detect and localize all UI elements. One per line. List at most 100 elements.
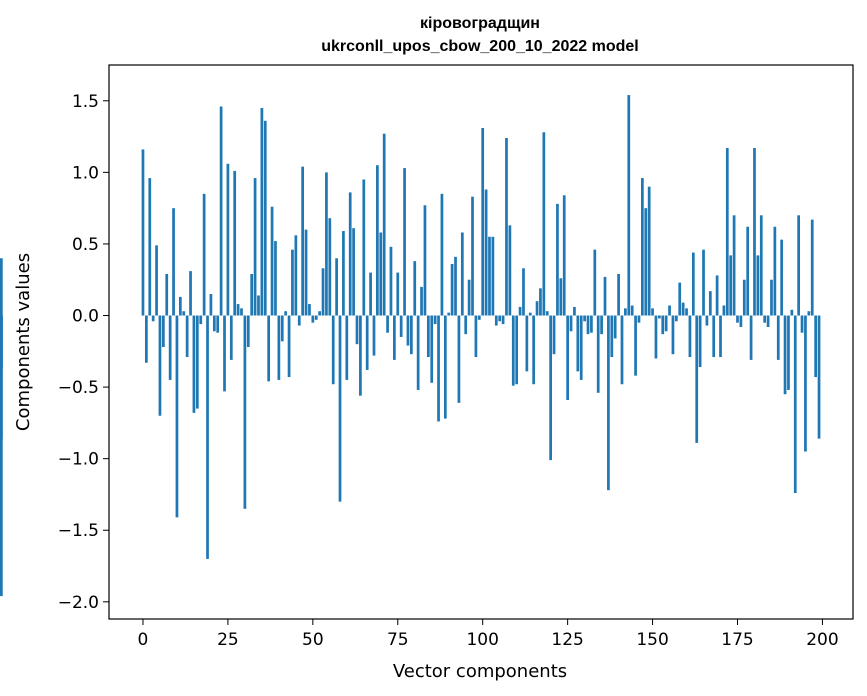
bar (379, 232, 383, 316)
bar (817, 315, 821, 439)
bar (443, 315, 447, 419)
bar (219, 106, 223, 316)
bar (151, 315, 155, 322)
bar (382, 133, 386, 316)
bar (573, 306, 576, 316)
bar (780, 239, 784, 316)
x-tick-label: 100 (466, 630, 498, 650)
bar (413, 261, 417, 316)
bar (545, 311, 549, 316)
bar (634, 315, 637, 376)
bar (562, 195, 566, 316)
bar (535, 301, 539, 316)
bar (447, 312, 451, 316)
bar (651, 308, 654, 316)
bar (328, 218, 332, 316)
bar (253, 178, 257, 316)
bar (491, 236, 495, 316)
y-tick-label: 1.0 (72, 163, 99, 183)
bar (178, 296, 182, 316)
bar (607, 315, 610, 491)
bar (236, 304, 240, 316)
bar (148, 178, 152, 316)
bar (189, 271, 192, 316)
bar (566, 315, 569, 400)
bar (501, 315, 505, 325)
bar (335, 258, 338, 316)
bar (722, 305, 726, 316)
bar (145, 315, 148, 363)
bar (647, 186, 651, 316)
bar (804, 315, 807, 452)
bar (627, 95, 631, 316)
bar (437, 315, 440, 422)
bar (423, 205, 427, 316)
plot-frame (108, 64, 854, 620)
bar (776, 315, 780, 360)
bar (756, 255, 760, 316)
bar (481, 127, 485, 316)
bar (586, 315, 590, 335)
bar (406, 315, 410, 346)
y-tick-label: 0.5 (72, 235, 99, 255)
bar (797, 215, 800, 316)
bar (556, 203, 559, 316)
bar (270, 206, 274, 316)
bar (641, 178, 644, 316)
bar (365, 315, 369, 370)
bar (246, 315, 250, 348)
y-tick-label: −2.0 (58, 593, 99, 613)
bar (304, 229, 308, 316)
bar (691, 252, 695, 316)
bar (763, 315, 767, 323)
bar (702, 249, 705, 316)
bar (338, 315, 342, 502)
bar (233, 170, 237, 316)
bar (355, 315, 359, 345)
bar (301, 166, 304, 316)
bar (708, 291, 712, 316)
bar (705, 315, 709, 326)
bar (787, 315, 790, 390)
chart-title: кіровоградщин (420, 15, 540, 32)
bar (311, 315, 315, 323)
bar (729, 255, 733, 316)
y-tick-label: −0.5 (58, 378, 99, 398)
bar (773, 226, 777, 316)
bar (352, 228, 355, 316)
bar (681, 302, 685, 316)
bar (0, 315, 3, 597)
x-tick-label: 0 (138, 630, 149, 650)
bar-series (0, 95, 821, 597)
bar (661, 315, 665, 335)
bar (576, 315, 580, 372)
bar (240, 308, 243, 316)
bar (430, 315, 434, 383)
bar (162, 315, 165, 348)
bar (277, 315, 281, 380)
bar (664, 315, 668, 332)
bar (590, 315, 593, 333)
bar (494, 315, 498, 326)
bar (297, 315, 301, 326)
bar (250, 274, 254, 316)
bar (814, 315, 817, 378)
bar (294, 235, 298, 316)
bar (172, 208, 175, 316)
bar (474, 315, 478, 358)
bar (393, 315, 396, 360)
bar (603, 276, 607, 316)
bar (209, 294, 213, 316)
bar (440, 193, 444, 316)
bar (552, 315, 556, 355)
bar (267, 315, 271, 382)
bar (243, 315, 247, 509)
bar (420, 286, 423, 316)
bar (331, 315, 335, 385)
bar (484, 189, 488, 316)
bar (725, 148, 729, 316)
bar (223, 315, 226, 392)
bar (637, 315, 641, 323)
bar (539, 288, 542, 316)
